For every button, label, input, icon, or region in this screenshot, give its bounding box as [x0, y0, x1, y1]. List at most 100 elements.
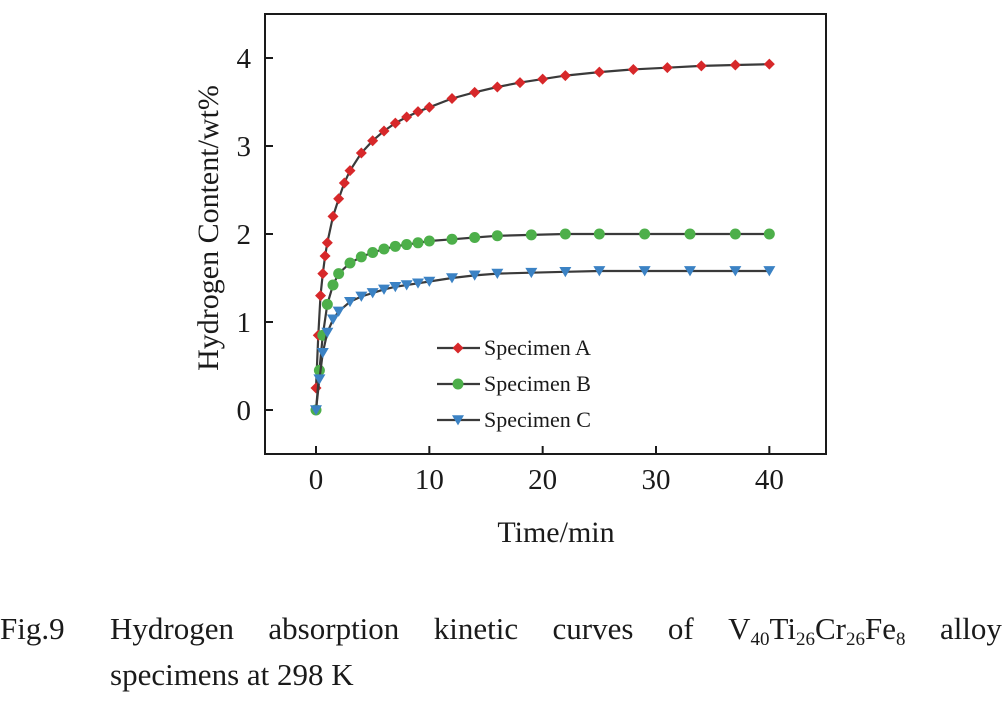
data-point: [469, 86, 481, 98]
data-point: [627, 63, 639, 75]
formula-element: Cr: [815, 611, 846, 646]
legend-label: Specimen C: [484, 407, 591, 432]
caption-line-2: specimens at 298 K: [110, 657, 354, 692]
data-point: [763, 58, 775, 70]
caption-word: Hydrogen: [110, 611, 234, 646]
data-point: [344, 257, 356, 269]
caption-word: kinetic: [433, 611, 519, 646]
data-point: [355, 291, 368, 302]
data-point: [310, 405, 322, 416]
legend-label: Specimen A: [484, 335, 591, 360]
data-point: [355, 147, 367, 159]
data-point: [333, 193, 345, 205]
figure-caption: Fig.9 Hydrogen absorption kinetic curves…: [0, 606, 1002, 698]
series-specimen-b: [310, 228, 775, 416]
data-point: [401, 111, 413, 123]
data-point: [317, 268, 329, 280]
data-point: [315, 290, 327, 302]
legend: Specimen A Specimen B Specimen C: [437, 335, 591, 432]
data-point: [446, 233, 458, 245]
data-point: [469, 232, 481, 244]
data-point: [684, 228, 696, 240]
data-point: [514, 77, 526, 89]
data-point: [695, 60, 707, 72]
data-point: [378, 284, 390, 295]
data-point: [537, 73, 549, 85]
data-point: [729, 228, 741, 240]
data-point: [452, 342, 464, 354]
data-point: [525, 229, 537, 241]
y-tick-label: 3: [237, 131, 252, 163]
series-specimen-c: [310, 266, 776, 416]
caption-line-1: Hydrogen absorption kinetic curves of V4…: [110, 606, 1002, 652]
caption-word: curves: [552, 611, 634, 646]
data-point: [423, 235, 435, 247]
data-point: [327, 210, 339, 222]
caption-word: of: [667, 611, 694, 646]
data-point: [412, 106, 424, 118]
data-point: [638, 266, 651, 277]
data-point: [763, 228, 775, 240]
legend-label: Specimen B: [484, 371, 591, 396]
formula-subscript: 26: [846, 629, 865, 650]
data-point: [452, 415, 464, 426]
legend-entry: Specimen B: [437, 371, 591, 396]
data-point: [525, 267, 538, 279]
data-point: [639, 228, 651, 240]
data-point: [378, 125, 390, 137]
x-tick-label: 40: [755, 464, 784, 496]
data-point: [389, 240, 401, 252]
data-point: [333, 268, 345, 280]
data-point: [593, 228, 605, 240]
data-point: [316, 348, 329, 359]
x-axis-label: Time/min: [497, 516, 614, 549]
data-point: [661, 62, 673, 74]
y-axis-label: Hydrogen Content/wt%: [192, 85, 225, 371]
plot-series: [310, 58, 776, 416]
formula-element: Ti: [769, 611, 796, 646]
data-point: [729, 59, 741, 71]
data-point: [327, 314, 339, 325]
x-tick-label: 0: [309, 464, 324, 496]
y-tick-label: 1: [237, 307, 252, 339]
y-tick-label: 4: [237, 43, 252, 75]
data-point: [452, 378, 464, 390]
data-point: [344, 165, 356, 177]
y-tick-label: 0: [237, 395, 252, 427]
x-tick-label: 20: [528, 464, 557, 496]
data-point: [468, 270, 481, 281]
data-point: [321, 237, 333, 249]
data-point: [491, 268, 504, 279]
caption-word: absorption: [268, 611, 400, 646]
formula-element: V: [728, 611, 751, 646]
legend-entry: Specimen C: [437, 407, 591, 432]
data-point: [313, 374, 326, 385]
data-point: [763, 266, 776, 277]
x-tick-label: 10: [415, 464, 444, 496]
y-tick-label: 2: [237, 219, 252, 251]
data-point: [355, 251, 367, 263]
data-point: [366, 288, 379, 299]
data-point: [321, 327, 334, 338]
data-point: [684, 266, 696, 277]
data-point: [729, 266, 742, 277]
data-point: [400, 280, 413, 291]
data-point: [378, 243, 390, 255]
figure-number: Fig.9: [0, 611, 65, 646]
formula-subscript: 8: [896, 629, 906, 650]
data-point: [559, 267, 572, 278]
data-point: [319, 250, 331, 262]
formula-element: Fe: [865, 611, 896, 646]
alloy-formula: V40Ti26Cr26Fe8: [728, 606, 905, 652]
data-point: [446, 273, 458, 284]
series-specimen-a: [310, 58, 775, 394]
data-point: [593, 66, 605, 78]
data-point: [491, 230, 503, 242]
data-point: [389, 117, 401, 129]
data-point: [338, 177, 350, 189]
data-point: [332, 306, 345, 317]
data-point: [593, 266, 606, 277]
data-point: [367, 246, 379, 258]
data-point: [559, 228, 571, 240]
